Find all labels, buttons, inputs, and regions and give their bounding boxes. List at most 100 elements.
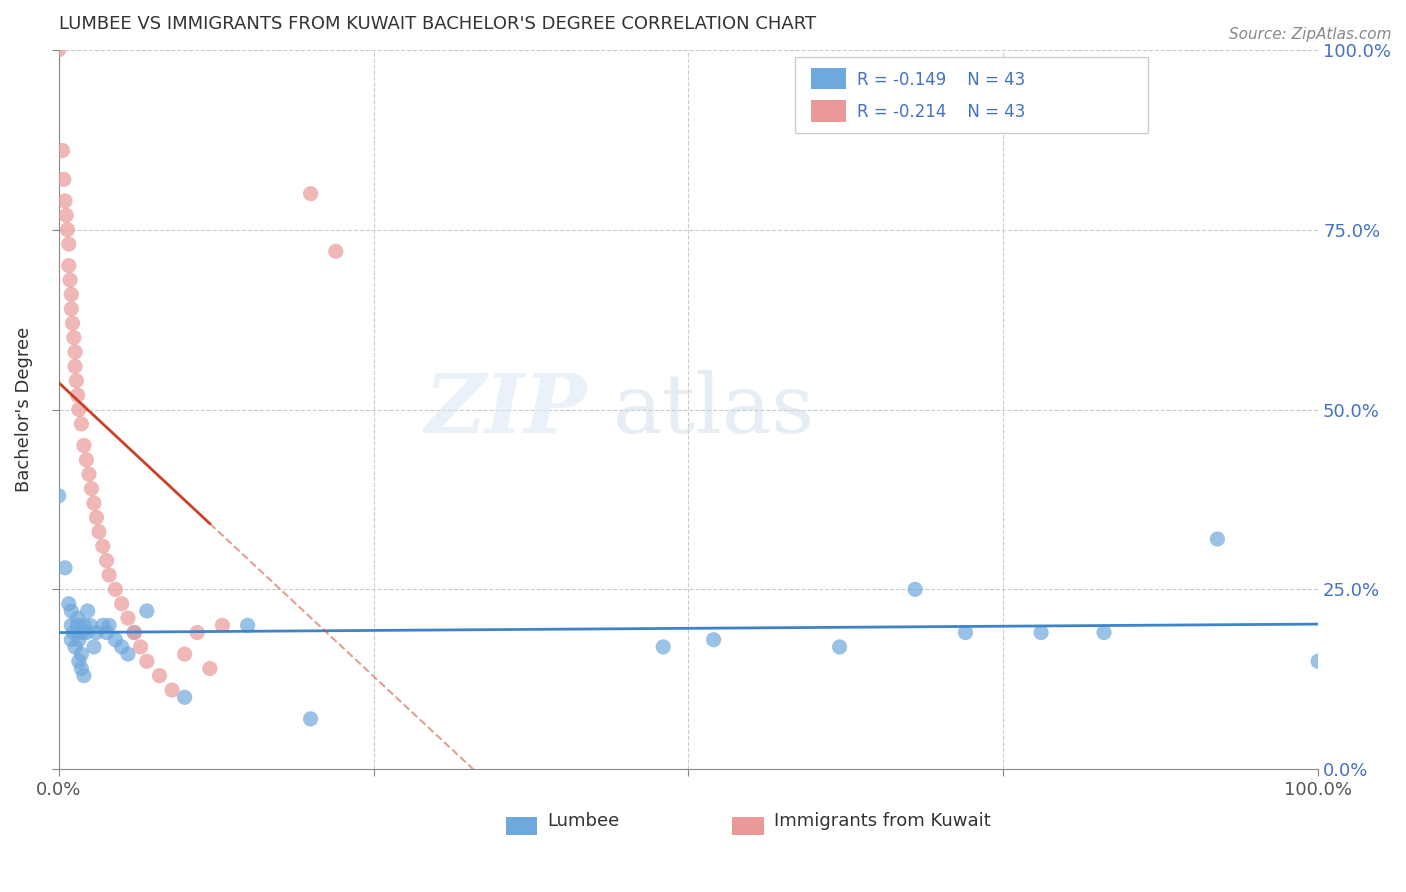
Point [66, 618, 89, 632]
Point [70, 661, 93, 675]
Point [53, 194, 76, 208]
Point [83, 640, 105, 654]
Point [86, 510, 108, 524]
Point [186, 625, 208, 640]
Point [83, 496, 105, 510]
Point [48, 43, 70, 57]
Point [122, 625, 145, 640]
Point [59, 273, 82, 287]
Point [828, 640, 851, 654]
Point [63, 345, 86, 359]
Point [96, 553, 118, 567]
Point [211, 618, 233, 632]
Point [104, 582, 127, 597]
Point [129, 640, 152, 654]
Point [111, 597, 134, 611]
Point [198, 661, 221, 675]
Point [73, 669, 96, 683]
Text: Source: ZipAtlas.com: Source: ZipAtlas.com [1229, 27, 1392, 42]
Point [63, 640, 86, 654]
FancyBboxPatch shape [796, 57, 1149, 133]
Point [62, 316, 84, 330]
Point [1029, 625, 1052, 640]
Point [904, 582, 927, 597]
Point [703, 632, 725, 647]
Point [173, 647, 195, 661]
Point [117, 647, 139, 661]
Point [66, 611, 89, 625]
Point [66, 388, 89, 402]
Point [70, 647, 93, 661]
Point [96, 625, 118, 640]
Point [160, 683, 183, 698]
Point [60, 632, 83, 647]
Point [58, 237, 80, 252]
Point [67, 654, 90, 668]
Point [111, 640, 134, 654]
Point [67, 632, 90, 647]
Text: atlas: atlas [613, 369, 815, 450]
Point [67, 402, 90, 417]
Point [98, 618, 121, 632]
Point [325, 244, 347, 259]
Point [76, 604, 98, 618]
Text: Immigrants from Kuwait: Immigrants from Kuwait [775, 812, 991, 830]
Y-axis label: Bachelor's Degree: Bachelor's Degree [15, 326, 32, 492]
Point [1206, 532, 1229, 546]
Point [299, 712, 322, 726]
Point [62, 625, 84, 640]
Point [69, 625, 91, 640]
Point [58, 597, 80, 611]
Point [77, 467, 100, 482]
Point [955, 625, 977, 640]
Point [60, 618, 83, 632]
Point [53, 561, 76, 575]
Point [1308, 654, 1330, 668]
Point [52, 172, 75, 186]
Point [62, 330, 84, 344]
Point [135, 654, 157, 668]
Point [91, 618, 114, 632]
Point [148, 669, 170, 683]
Point [117, 611, 139, 625]
Text: ZIP: ZIP [425, 369, 588, 450]
Point [87, 524, 110, 539]
Point [236, 618, 259, 632]
Point [86, 625, 108, 640]
Point [55, 208, 77, 222]
Text: R = -0.214    N = 43: R = -0.214 N = 43 [858, 103, 1025, 121]
Point [104, 632, 127, 647]
Point [1092, 625, 1115, 640]
Text: LUMBEE VS IMMIGRANTS FROM KUWAIT BACHELOR'S DEGREE CORRELATION CHART: LUMBEE VS IMMIGRANTS FROM KUWAIT BACHELO… [59, 15, 815, 33]
Point [135, 604, 157, 618]
FancyBboxPatch shape [811, 68, 846, 89]
Text: R = -0.149    N = 43: R = -0.149 N = 43 [858, 71, 1025, 89]
Point [72, 625, 94, 640]
Point [91, 539, 114, 553]
Point [56, 222, 79, 236]
Point [80, 482, 103, 496]
Point [60, 287, 83, 301]
Point [73, 438, 96, 452]
Point [75, 453, 97, 467]
Point [73, 618, 96, 632]
Point [122, 625, 145, 640]
Point [173, 690, 195, 705]
Point [75, 625, 97, 640]
Text: Lumbee: Lumbee [547, 812, 620, 830]
Point [98, 568, 121, 582]
FancyBboxPatch shape [506, 817, 537, 836]
Point [51, 144, 73, 158]
Point [65, 374, 87, 388]
Point [60, 604, 83, 618]
Point [48, 489, 70, 503]
FancyBboxPatch shape [811, 100, 846, 122]
FancyBboxPatch shape [733, 817, 763, 836]
Point [58, 259, 80, 273]
Point [70, 417, 93, 431]
Point [652, 640, 675, 654]
Point [79, 618, 101, 632]
Point [63, 359, 86, 374]
Point [299, 186, 322, 201]
Point [60, 301, 83, 316]
